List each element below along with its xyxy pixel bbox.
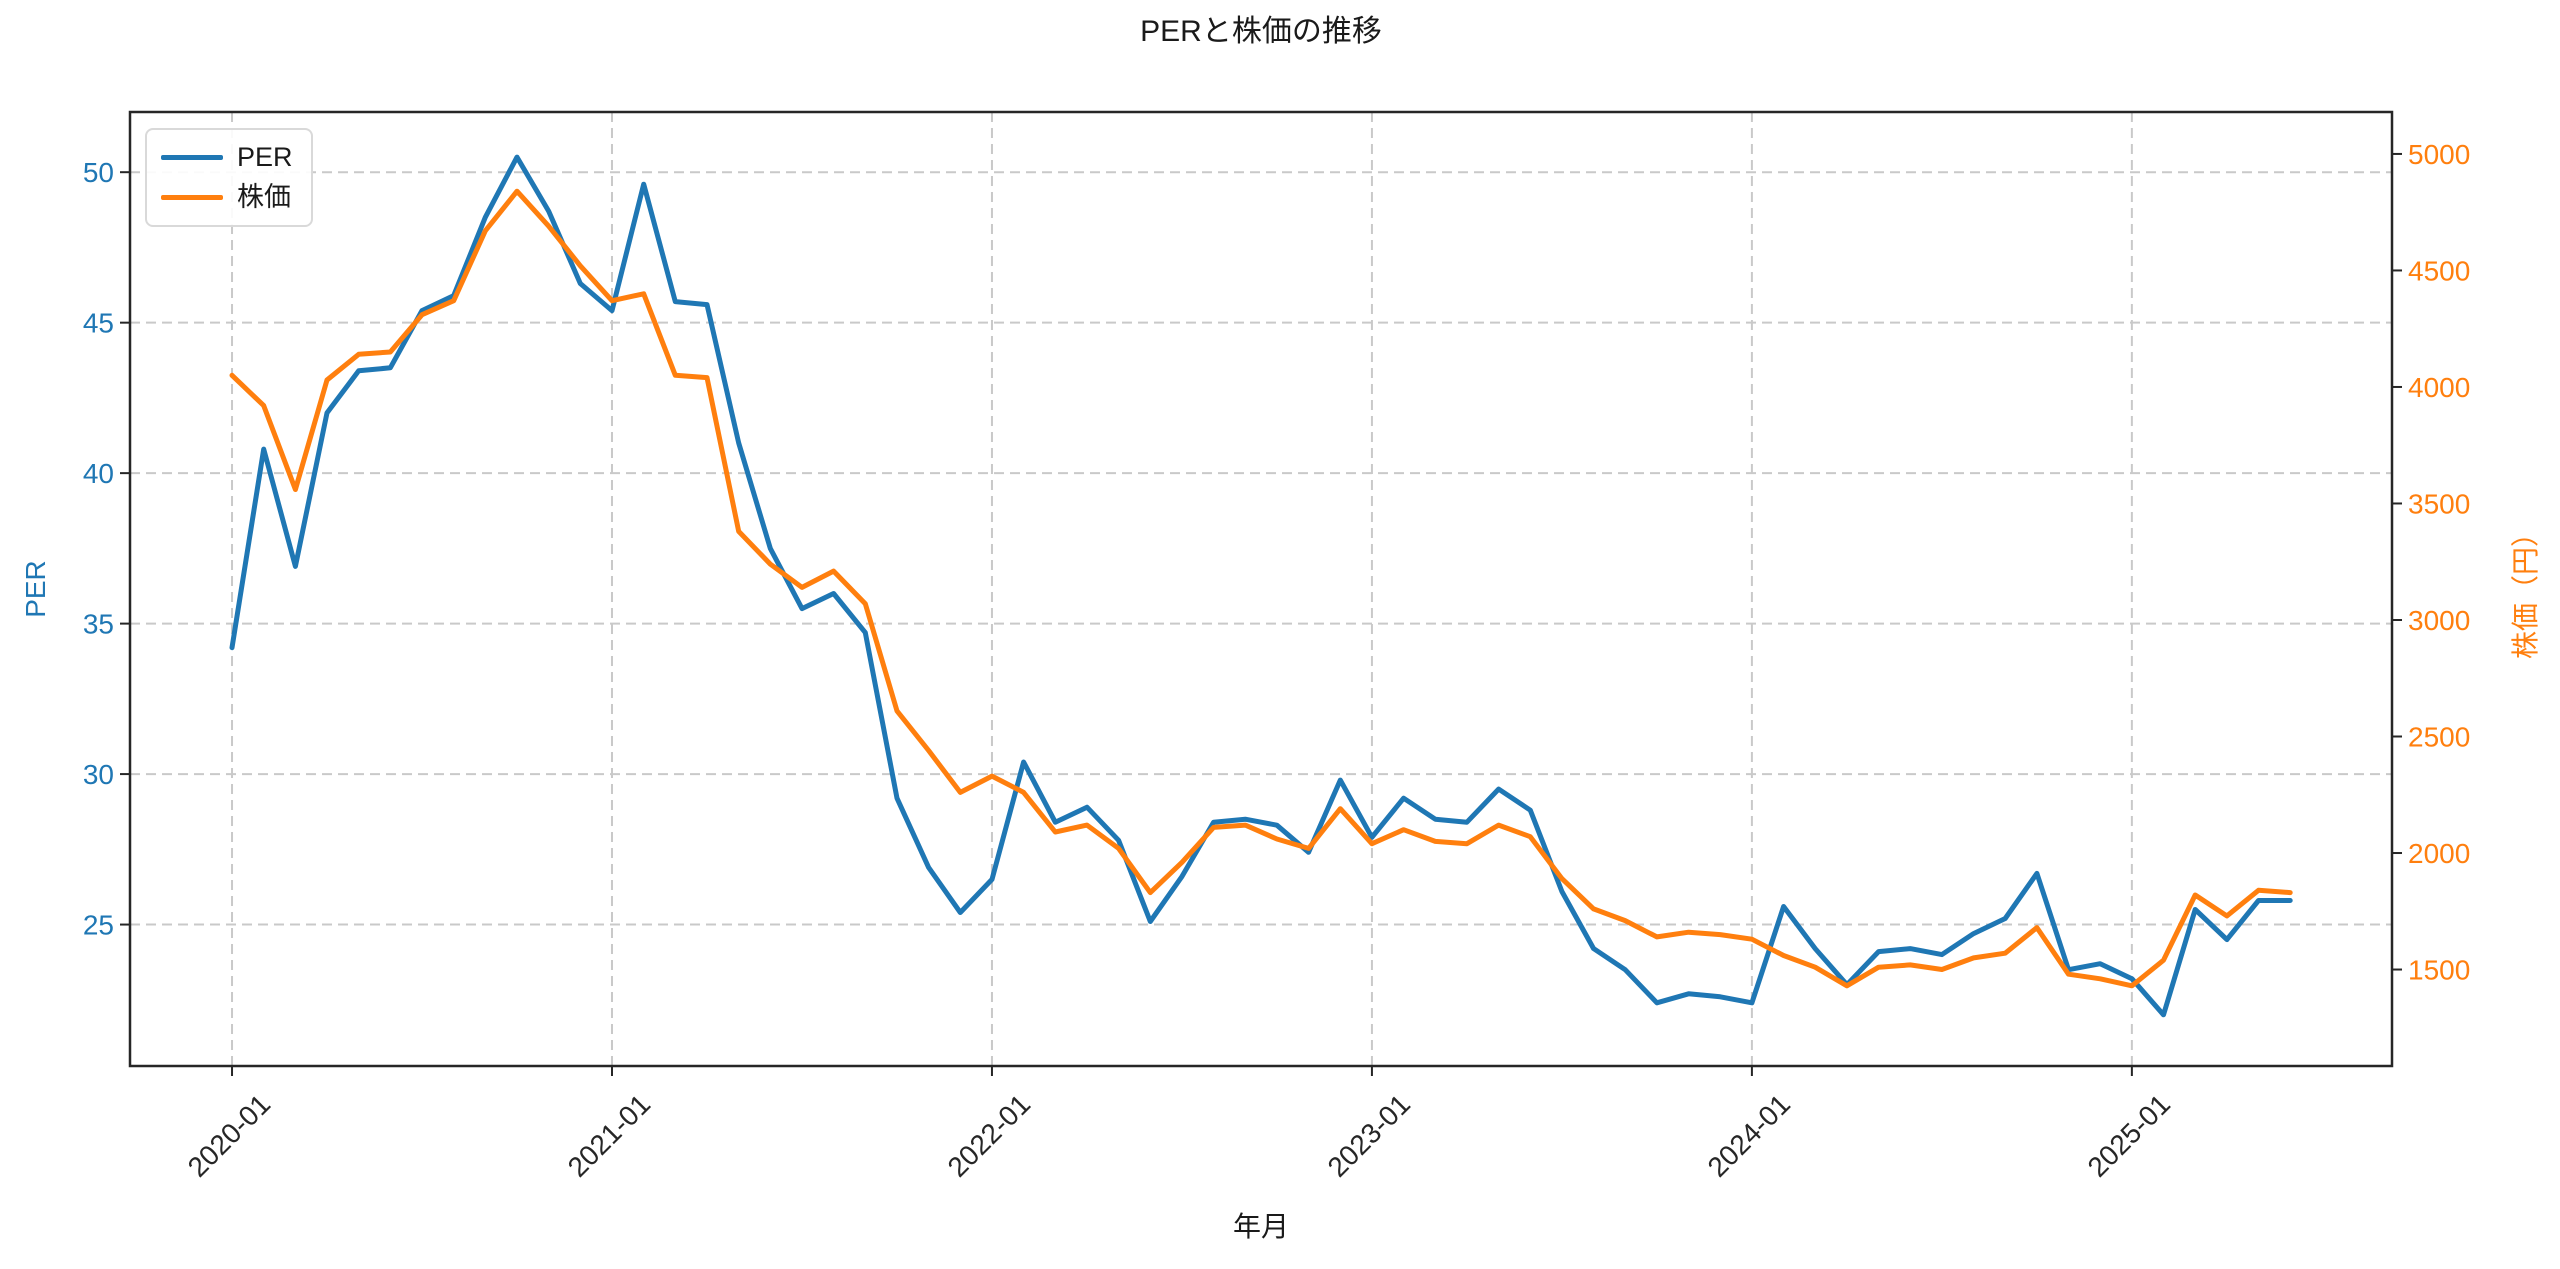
legend-line-sample-per [161,155,223,161]
y-tick-label-left: 45 [83,308,114,339]
x-tick-label: 2020-01 [182,1088,277,1183]
y-tick-label-left: 50 [83,157,114,188]
chart-title: PERと株価の推移 [1140,15,1382,48]
legend-item-per: PER [161,144,297,171]
x-tick-label: 2024-01 [1702,1088,1797,1183]
y-tick-label-right: 2000 [2408,838,2470,869]
legend-label-per: PER [237,142,293,173]
legend-item-kabuka: 株価 [161,181,297,212]
y-axis-label-right: 株価（円） [2510,518,2541,660]
y-tick-label-right: 3000 [2408,605,2470,636]
x-tick-label: 2025-01 [2082,1088,2177,1183]
y-tick-label-right: 4500 [2408,255,2470,286]
legend: PER 株価 [145,128,313,227]
y-tick-label-left: 25 [83,910,114,941]
y-tick-label-right: 3500 [2408,488,2470,519]
x-axis-label: 年月 [1232,1211,1289,1242]
x-tick-label: 2023-01 [1322,1088,1417,1183]
legend-line-sample-kabuka [161,194,223,200]
y-tick-label-left: 30 [83,759,114,790]
y-tick-label-right: 1500 [2408,955,2470,986]
legend-label-kabuka: 株価 [237,181,291,212]
x-tick-label: 2022-01 [942,1088,1037,1183]
y-tick-label-right: 2500 [2408,722,2470,753]
y-tick-label-left: 40 [83,458,114,489]
price-series-line [229,188,2293,989]
y-tick-label-left: 35 [83,609,114,640]
y-tick-label-right: 4000 [2408,372,2470,403]
x-tick-label: 2021-01 [562,1088,657,1183]
y-axis-label-left: PER [20,560,51,618]
plot-border [128,110,2394,1068]
per-series-line [229,154,2293,1018]
y-tick-label-right: 5000 [2408,139,2470,170]
